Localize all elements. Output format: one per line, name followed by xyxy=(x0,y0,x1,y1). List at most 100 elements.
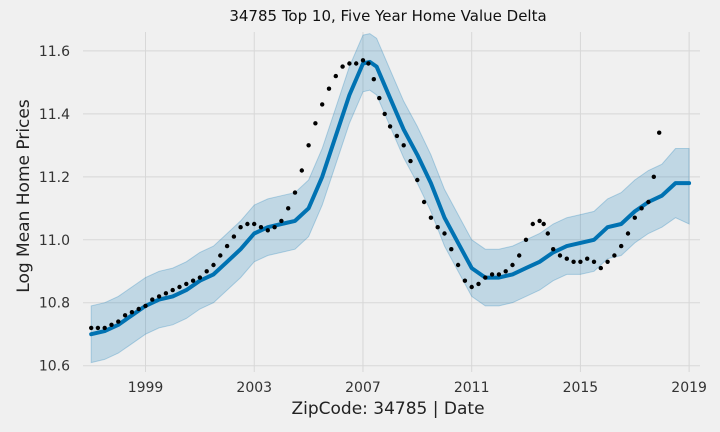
observed-point xyxy=(150,297,155,302)
y-tick-label: 11.4 xyxy=(39,107,70,123)
y-tick-label: 11.0 xyxy=(39,233,70,249)
observed-point xyxy=(598,265,603,271)
observed-point xyxy=(143,303,148,309)
observed-point xyxy=(286,206,291,211)
observed-point xyxy=(116,319,121,324)
observed-point xyxy=(646,199,651,205)
observed-point xyxy=(517,253,522,258)
observed-point xyxy=(435,225,440,230)
observed-point xyxy=(377,95,382,101)
observed-point xyxy=(211,262,216,268)
x-tick-label: 2015 xyxy=(563,380,599,396)
x-axis-title: ZipCode: 34785 | Date xyxy=(291,399,484,419)
observed-point xyxy=(279,218,284,224)
observed-point xyxy=(313,121,318,126)
observed-point xyxy=(541,221,546,227)
observed-point xyxy=(483,275,488,280)
observed-point xyxy=(564,256,569,261)
observed-point xyxy=(557,253,563,258)
observed-point xyxy=(591,259,597,264)
observed-point xyxy=(360,58,366,63)
observed-point xyxy=(252,221,257,227)
observed-point xyxy=(605,259,610,264)
observed-point xyxy=(421,199,427,205)
x-tick-label: 1999 xyxy=(128,380,164,396)
observed-point xyxy=(204,269,209,274)
x-tick-label: 2003 xyxy=(236,380,272,396)
observed-point xyxy=(382,111,387,117)
observed-point xyxy=(657,130,662,135)
observed-point xyxy=(231,234,237,239)
y-tick-label: 10.8 xyxy=(39,296,70,312)
observed-point xyxy=(218,253,223,258)
observed-point xyxy=(428,215,434,220)
x-tick-label: 2007 xyxy=(345,380,381,396)
observed-point xyxy=(401,143,406,148)
observed-point xyxy=(632,215,637,220)
observed-point xyxy=(306,143,311,148)
y-tick-label: 10.6 xyxy=(39,359,70,375)
observed-point xyxy=(408,158,413,164)
observed-point xyxy=(442,231,447,236)
observed-point xyxy=(387,124,393,129)
observed-point xyxy=(585,256,590,261)
observed-point xyxy=(89,325,94,331)
forecast-line xyxy=(89,59,692,337)
observed-point xyxy=(415,177,420,183)
y-axis-title: Log Mean Home Prices xyxy=(14,99,34,293)
observed-point xyxy=(299,168,304,173)
x-tick-label: 2011 xyxy=(454,380,490,396)
observed-point xyxy=(163,291,169,296)
observed-point xyxy=(571,259,576,264)
observed-point xyxy=(156,294,162,299)
observed-point xyxy=(578,259,583,264)
observed-point xyxy=(258,225,264,230)
observed-point xyxy=(197,275,203,280)
observed-point xyxy=(510,262,515,268)
observed-point xyxy=(476,281,481,287)
observed-point xyxy=(503,269,508,274)
observed-point xyxy=(394,133,400,139)
observed-point xyxy=(224,243,230,249)
observed-point xyxy=(449,247,454,252)
uncertainty-band xyxy=(90,33,690,364)
observed-point xyxy=(184,281,189,287)
observed-point xyxy=(455,262,461,268)
observed-point xyxy=(265,228,270,233)
observed-point xyxy=(292,190,298,195)
observed-point xyxy=(238,225,243,230)
observed-point xyxy=(619,243,624,249)
observed-point xyxy=(537,218,542,224)
observed-point xyxy=(122,313,128,318)
observed-point xyxy=(639,206,644,211)
uncertainty-area xyxy=(90,33,690,364)
observed-point xyxy=(469,284,474,290)
x-tick-label: 2019 xyxy=(671,380,707,396)
observed-point xyxy=(523,237,529,242)
observed-point xyxy=(371,77,376,82)
y-tick-label: 11.6 xyxy=(39,44,70,60)
axis-ticks: 1999 2003 2007 2011 2015 2019 10.6 10.8 11.0 11.2… xyxy=(39,44,707,396)
observed-point xyxy=(496,272,502,277)
observed-points xyxy=(89,58,662,331)
observed-point xyxy=(333,73,338,79)
observed-point xyxy=(340,64,345,69)
forecast-series-line xyxy=(89,59,692,337)
observed-point xyxy=(347,61,352,66)
observed-point xyxy=(177,284,182,290)
observed-point xyxy=(612,253,617,258)
observed-point xyxy=(551,247,556,252)
observed-point xyxy=(136,306,141,312)
observed-point xyxy=(129,310,135,315)
observed-point xyxy=(102,325,107,331)
observed-point xyxy=(625,231,631,236)
observed-point xyxy=(320,102,325,107)
y-tick-label: 11.2 xyxy=(39,170,70,186)
observed-point xyxy=(170,287,175,293)
grid xyxy=(83,32,700,372)
observed-point xyxy=(366,61,371,66)
observed-point xyxy=(462,278,468,283)
chart-title: 34785 Top 10, Five Year Home Value Delta xyxy=(229,7,546,25)
observed-point xyxy=(489,272,495,277)
